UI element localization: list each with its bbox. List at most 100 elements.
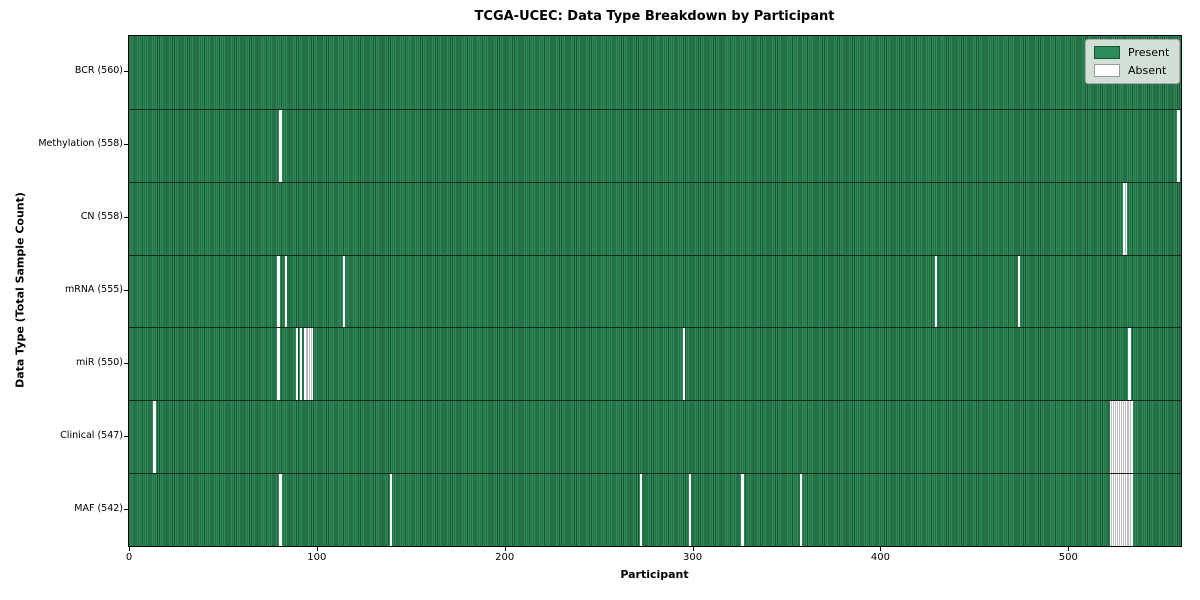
- absent-cell: [1109, 473, 1112, 546]
- absent-cell: [279, 473, 282, 546]
- heatmap-row-clinical: [129, 400, 1181, 474]
- y-tick-label-maf: MAF (542): [74, 502, 123, 514]
- absent-swatch-icon: [1094, 64, 1120, 77]
- y-tick-label-mir: miR (550): [75, 356, 123, 368]
- absent-cell: [1115, 473, 1118, 546]
- legend-present-label: Present: [1128, 46, 1170, 59]
- absent-cell: [343, 254, 346, 328]
- absent-cell: [307, 327, 310, 401]
- row-separator: [129, 327, 1181, 329]
- y-tick-label-bcr: BCR (560): [74, 65, 123, 77]
- absent-cell: [688, 473, 692, 546]
- absent-cell: [1126, 473, 1129, 546]
- absent-cell: [1120, 400, 1124, 474]
- y-tick-label-clinical: Clinical (547): [60, 429, 123, 441]
- y-tick-mark: [124, 435, 128, 437]
- absent-cell: [1111, 400, 1114, 474]
- y-tick-label-cn: CN (558): [80, 211, 123, 223]
- x-axis-label: Participant: [620, 568, 689, 581]
- heatmap-row-mir: [129, 327, 1181, 401]
- legend-item-absent: Absent: [1094, 64, 1169, 77]
- absent-cell: [311, 327, 314, 401]
- y-tick-mark: [124, 362, 128, 364]
- x-tick-label: 0: [125, 552, 133, 563]
- x-tick-mark: [1068, 547, 1070, 551]
- heatmap-row-mrna: [129, 254, 1181, 328]
- absent-cell: [1128, 400, 1131, 474]
- x-tick-label: 500: [1058, 552, 1078, 563]
- absent-cell: [1109, 400, 1112, 474]
- absent-cell: [1117, 400, 1120, 474]
- row-separator: [129, 473, 1181, 475]
- absent-cell: [299, 327, 303, 401]
- plot-area: [128, 35, 1182, 547]
- x-tick-label: 300: [683, 552, 703, 563]
- legend: Present Absent: [1085, 39, 1181, 84]
- absent-cell: [1177, 108, 1180, 182]
- y-tick-mark: [124, 290, 128, 291]
- x-tick-mark: [316, 547, 318, 551]
- row-separator: [129, 254, 1181, 256]
- present-swatch-icon: [1094, 46, 1120, 59]
- heatmap-row-methylation: [129, 108, 1181, 182]
- x-tick-mark: [129, 547, 130, 551]
- absent-cell: [1113, 473, 1116, 546]
- y-tick-mark: [124, 71, 128, 73]
- absent-cell: [390, 473, 393, 546]
- legend-absent-label: Absent: [1128, 64, 1167, 77]
- row-separator: [129, 400, 1181, 402]
- heatmap-row-cn: [129, 181, 1181, 255]
- absent-cell: [279, 108, 282, 182]
- absent-cell: [1111, 473, 1114, 546]
- y-tick-mark: [124, 144, 128, 146]
- absent-cell: [1130, 400, 1133, 474]
- legend-item-present: Present: [1094, 46, 1169, 59]
- absent-cell: [1122, 181, 1126, 255]
- absent-cell: [683, 327, 686, 401]
- absent-cell: [639, 473, 643, 546]
- absent-cell: [1119, 473, 1122, 546]
- y-tick-label-methylation: Methylation (558): [38, 138, 123, 150]
- absent-cell: [309, 327, 312, 401]
- y-tick-label-mrna: mRNA (555): [64, 284, 123, 295]
- absent-cell: [1128, 473, 1131, 546]
- heatmap-row-maf: [129, 473, 1181, 546]
- x-tick-mark: [504, 547, 506, 551]
- row-separator: [129, 108, 1181, 110]
- x-tick-mark: [692, 547, 694, 551]
- absent-cell: [1113, 400, 1116, 474]
- absent-cell: [1130, 473, 1133, 546]
- absent-cell: [277, 254, 280, 328]
- absent-cell: [1124, 400, 1127, 474]
- absent-cell: [934, 254, 938, 328]
- absent-cell: [1119, 400, 1122, 474]
- absent-cell: [1117, 473, 1120, 546]
- row-separator: [129, 181, 1181, 183]
- absent-cell: [1122, 473, 1126, 546]
- absent-cell: [1115, 400, 1118, 474]
- absent-cell: [799, 473, 802, 546]
- x-tick-label: 400: [870, 552, 890, 563]
- absent-cell: [1128, 327, 1131, 401]
- x-tick-mark: [880, 547, 882, 551]
- absent-cell: [1124, 181, 1127, 255]
- absent-cell: [277, 327, 280, 401]
- absent-cell: [303, 327, 306, 401]
- absent-cell: [1122, 400, 1126, 474]
- chart-title: TCGA-UCEC: Data Type Breakdown by Partic…: [474, 9, 835, 24]
- y-tick-mark: [124, 508, 128, 510]
- absent-cell: [1124, 473, 1127, 546]
- heatmap-row-bcr: [129, 36, 1181, 109]
- absent-cell: [284, 254, 288, 328]
- absent-cell: [741, 473, 744, 546]
- absent-cell: [1017, 254, 1020, 328]
- y-tick-mark: [124, 217, 128, 219]
- absent-cell: [296, 327, 299, 401]
- absent-cell: [1126, 400, 1129, 474]
- absent-cell: [1120, 473, 1124, 546]
- x-tick-label: 200: [495, 552, 515, 563]
- absent-cell: [153, 400, 156, 474]
- absent-cell: [305, 327, 308, 401]
- x-tick-label: 100: [307, 552, 327, 563]
